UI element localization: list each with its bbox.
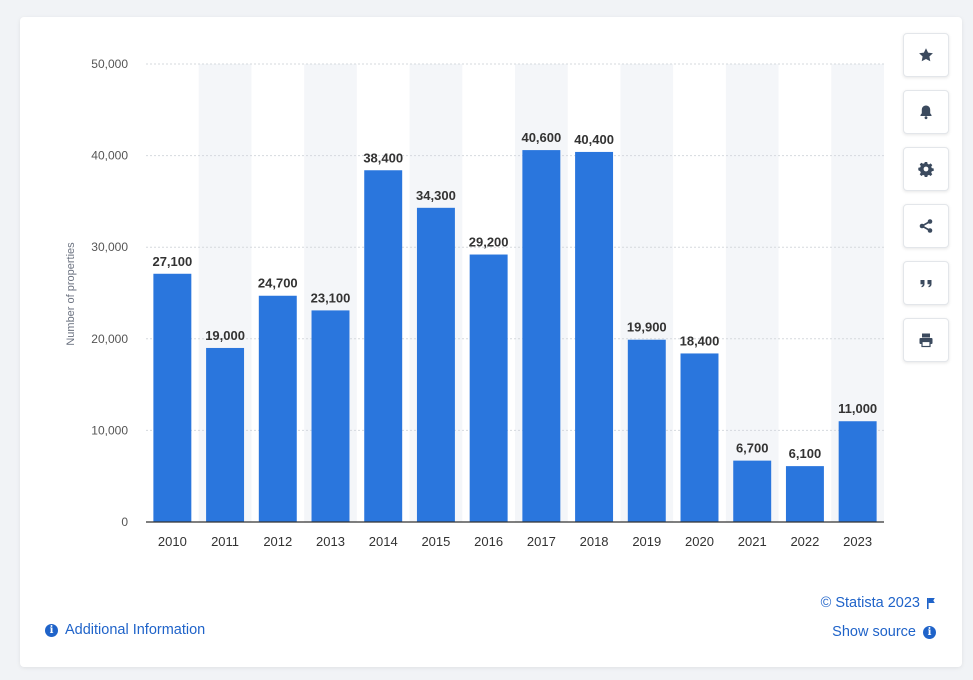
x-tick-label: 2012: [263, 534, 292, 549]
chart-toolbar: [903, 33, 949, 375]
chart-card: 0 10,000 20,000 30,000 40,000 50,000 Number o…: [20, 17, 962, 667]
y-tick-label: 0: [121, 515, 128, 529]
data-label: 6,700: [736, 441, 769, 456]
x-tick-label: 2017: [527, 534, 556, 549]
info-icon: i: [923, 625, 936, 639]
data-label: 18,400: [680, 333, 720, 348]
data-label: 40,400: [574, 132, 614, 147]
data-label: 40,600: [521, 130, 561, 145]
x-tick-label: 2022: [790, 534, 819, 549]
copyright-label: © Statista 2023: [820, 595, 920, 611]
bar[interactable]: [469, 254, 508, 522]
data-label: 11,000: [838, 401, 877, 416]
data-label: 38,400: [363, 150, 403, 165]
column-band: [725, 64, 779, 522]
data-label: 23,100: [311, 290, 351, 305]
data-label: 27,100: [152, 254, 192, 269]
x-tick-label: 2013: [316, 534, 345, 549]
y-tick-label: 30,000: [91, 240, 128, 254]
y-tick-label: 40,000: [91, 149, 128, 163]
favorite-button[interactable]: [903, 33, 949, 77]
x-tick-label: 2016: [474, 534, 503, 549]
bar[interactable]: [258, 295, 297, 522]
x-tick-label: 2014: [369, 534, 398, 549]
show-source-label: Show source: [832, 624, 916, 640]
copyright[interactable]: © Statista 2023: [821, 595, 936, 611]
cite-button[interactable]: [903, 261, 949, 305]
x-tick-label: 2010: [158, 534, 187, 549]
data-label: 19,000: [205, 328, 245, 343]
y-axis-label: Number of properties: [65, 242, 77, 346]
bar-chart: 0 10,000 20,000 30,000 40,000 50,000 Number o…: [65, 57, 884, 549]
data-label: 6,100: [789, 446, 822, 461]
share-icon: [919, 219, 933, 233]
x-tick-label: 2015: [421, 534, 450, 549]
star-icon: [919, 48, 933, 62]
bar[interactable]: [522, 150, 561, 522]
data-label: 19,900: [627, 320, 667, 335]
quote-icon: [920, 280, 932, 288]
settings-button[interactable]: [903, 147, 949, 191]
bar[interactable]: [364, 170, 403, 523]
x-tick-label: 2011: [211, 534, 239, 549]
bar[interactable]: [627, 339, 666, 522]
x-tick-label: 2021: [738, 534, 767, 549]
gear-icon: [918, 162, 934, 177]
bar[interactable]: [153, 273, 192, 522]
y-tick-label: 10,000: [91, 423, 128, 437]
x-tick-label: 2018: [580, 534, 609, 549]
bar[interactable]: [733, 460, 772, 522]
print-button[interactable]: [903, 318, 949, 362]
x-tick-label: 2020: [685, 534, 714, 549]
bar[interactable]: [416, 207, 455, 522]
y-tick-label: 50,000: [91, 57, 128, 71]
printer-icon: [919, 333, 933, 348]
bar[interactable]: [680, 353, 719, 522]
bar[interactable]: [311, 310, 350, 522]
y-tick-label: 20,000: [91, 332, 128, 346]
bar[interactable]: [838, 421, 877, 522]
show-source-link[interactable]: Show source i: [832, 624, 936, 640]
bar[interactable]: [575, 151, 614, 522]
bar[interactable]: [206, 347, 245, 522]
data-label: 29,200: [469, 235, 509, 250]
additional-information-label: Additional Information: [65, 622, 206, 638]
notification-button[interactable]: [903, 90, 949, 134]
info-icon: i: [45, 623, 58, 637]
additional-information-link[interactable]: i Additional Information: [45, 622, 205, 638]
data-label: 24,700: [258, 276, 298, 291]
data-label: 34,300: [416, 188, 456, 203]
x-tick-label: 2023: [843, 534, 872, 549]
bar[interactable]: [785, 466, 824, 522]
share-button[interactable]: [903, 204, 949, 248]
bell-icon: [920, 105, 932, 120]
x-tick-label: 2019: [632, 534, 661, 549]
flag-icon: [927, 598, 935, 609]
